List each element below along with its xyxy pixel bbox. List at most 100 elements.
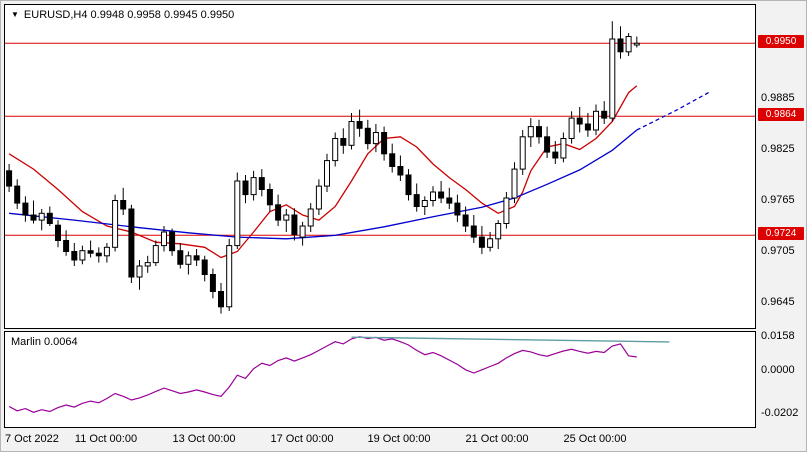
candle-body [209, 274, 216, 292]
candle-body [307, 208, 314, 227]
candle-body [381, 132, 388, 155]
symbol-ohlc-label: EURUSD,H4 0.9948 0.9958 0.9945 0.9950 [23, 9, 235, 21]
time-axis: 7 Oct 2022 11 Oct 00:00 13 Oct 00:00 17 Oct… [4, 433, 756, 449]
indicator-axis-label: 0.0158 [761, 329, 795, 342]
candle-body [177, 250, 184, 265]
candle-body [372, 132, 379, 145]
indicator-axis-label: 0.0000 [761, 363, 795, 376]
price-chart-header: ▼ EURUSD,H4 0.9948 0.9958 0.9945 0.9950 [11, 9, 234, 21]
candle-body [193, 255, 200, 261]
candle-body [250, 177, 257, 196]
candle-body [30, 214, 37, 221]
candle-body [120, 200, 127, 210]
candle-body [315, 185, 322, 210]
candle-body [511, 168, 518, 199]
candle-body [103, 246, 110, 257]
candle-body [421, 200, 428, 207]
symbol-menu-icon[interactable]: ▼ [11, 10, 19, 19]
time-axis-label: 11 Oct 00:00 [74, 433, 138, 445]
candle-body [413, 194, 420, 208]
candle-body [332, 138, 339, 162]
candle-body [609, 38, 616, 119]
price-axis-label: 0.9645 [761, 295, 795, 308]
candle-body [568, 117, 575, 139]
time-axis-label: 19 Oct 00:00 [367, 433, 431, 445]
candle-body [226, 245, 233, 308]
ma-slow-line [9, 129, 638, 240]
price-chart[interactable] [5, 5, 755, 328]
indicator-label: Marlin 0.0064 [11, 336, 78, 348]
candle-body [63, 240, 70, 252]
candle-body [242, 180, 249, 196]
ma-slow-forecast-line [636, 91, 711, 131]
candle-body [536, 126, 542, 138]
candle-body [6, 170, 13, 187]
candle-body [633, 42, 640, 46]
candle-body [266, 189, 273, 206]
candle-body [283, 214, 290, 221]
candle-body [87, 250, 94, 254]
candle-body [438, 191, 445, 199]
candle-body [161, 231, 167, 247]
candle-body [291, 214, 298, 235]
candle-body [95, 252, 102, 257]
candle-body [601, 110, 608, 119]
candle-body [128, 208, 135, 278]
candle-body [364, 127, 371, 145]
candle-body [201, 259, 208, 275]
candle-body [617, 38, 624, 53]
candle-body [576, 117, 583, 125]
candle-body [446, 197, 453, 204]
candle-body [544, 136, 551, 153]
price-chart-panel: ▼ EURUSD,H4 0.9948 0.9958 0.9945 0.9950 [4, 4, 756, 329]
price-level-badge: 0.9864 [758, 108, 804, 122]
candle-body [487, 238, 494, 248]
candle-body [560, 138, 567, 159]
price-axis-label: 0.9765 [761, 193, 795, 206]
indicator-header: Marlin 0.0064 [11, 336, 78, 348]
time-axis-label: 25 Oct 00:00 [563, 433, 627, 445]
time-axis-label: 21 Oct 00:00 [465, 433, 529, 445]
price-level-badge: 0.9950 [758, 35, 804, 49]
candle-body [22, 202, 29, 216]
price-axis-label: 0.9885 [761, 91, 795, 104]
candle-body [234, 180, 241, 247]
price-axis: 0.9885 0.9825 0.9765 0.9705 0.9645 0.9950 0.98… [758, 1, 806, 451]
candle-body [454, 202, 461, 216]
candle-body [275, 204, 282, 221]
candle-body [136, 265, 143, 278]
candle-body [503, 197, 510, 224]
time-axis-label: 17 Oct 00:00 [270, 433, 334, 445]
candle-body [258, 177, 265, 191]
candle-body [527, 126, 534, 138]
candle-body [389, 153, 396, 168]
candle-body [46, 212, 53, 225]
marlin-trendline[interactable] [351, 336, 670, 343]
candle-body [152, 245, 159, 264]
candle-body [348, 121, 355, 146]
candle-body [112, 200, 119, 248]
candle-body [14, 185, 21, 204]
candle-body [470, 225, 477, 238]
candle-body [593, 110, 599, 131]
time-axis-label: 7 Oct 2022 [5, 433, 59, 445]
candle-body [552, 151, 559, 159]
candle-body [324, 160, 330, 187]
candle-body [169, 231, 176, 252]
candle-body [218, 291, 224, 308]
candle-body [397, 166, 404, 176]
candle-body [144, 262, 151, 267]
candle-body [356, 121, 363, 129]
candle-body [495, 223, 502, 240]
candle-body [519, 136, 526, 170]
candle-body [478, 236, 485, 248]
candle-body [430, 191, 436, 201]
candle-body [625, 36, 632, 53]
price-axis-label: 0.9705 [761, 244, 795, 257]
candle-body [462, 214, 469, 227]
candle-body [340, 138, 347, 146]
marlin-line [8, 336, 637, 413]
indicator-panel: Marlin 0.0064 [4, 331, 756, 428]
indicator-chart[interactable] [5, 332, 755, 427]
